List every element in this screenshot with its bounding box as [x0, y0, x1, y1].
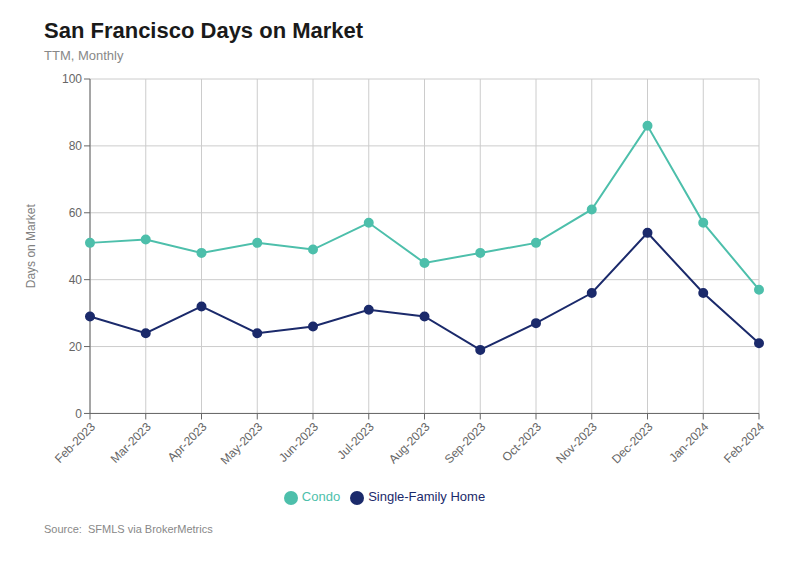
html-text:Source: SFMLS via BrokerMetric: Source: SFMLS via BrokerMetrics	[44, 523, 213, 535]
svg-text:Oct-2023: Oct-2023	[499, 419, 544, 464]
svg-text:Feb-2024: Feb-2024	[721, 419, 767, 465]
svg-text:100: 100	[62, 72, 82, 86]
svg-text:Feb-2023: Feb-2023	[52, 419, 98, 465]
html-text:Condo: Condo	[301, 489, 341, 505]
svg-text:20: 20	[69, 340, 83, 354]
svg-text:80: 80	[69, 139, 83, 153]
svg-text:Jan-2024: Jan-2024	[666, 419, 712, 465]
svg-text:May-2023: May-2023	[218, 419, 266, 467]
svg-text:Aug-2023: Aug-2023	[386, 419, 433, 466]
svg-text:Days on Market: Days on Market	[24, 204, 38, 289]
svg-text:Jun-2023: Jun-2023	[276, 419, 322, 465]
svg-text:Apr-2023: Apr-2023	[165, 419, 210, 464]
svg-text:Sep-2023: Sep-2023	[442, 419, 489, 466]
svg-text:Nov-2023: Nov-2023	[553, 419, 600, 466]
html-text:TTM, Monthly: TTM, Monthly	[44, 48, 124, 63]
svg-text:Mar-2023: Mar-2023	[108, 419, 154, 465]
svg-text:0: 0	[75, 407, 82, 421]
svg-text:Jul-2023: Jul-2023	[334, 419, 377, 462]
html-text:San Francisco Days on Market: San Francisco Days on Market	[44, 18, 364, 43]
svg-text:40: 40	[69, 273, 83, 287]
html-text:Single-Family Home: Single-Family Home	[368, 489, 486, 505]
svg-text:60: 60	[69, 206, 83, 220]
svg-text:Dec-2023: Dec-2023	[609, 419, 656, 466]
